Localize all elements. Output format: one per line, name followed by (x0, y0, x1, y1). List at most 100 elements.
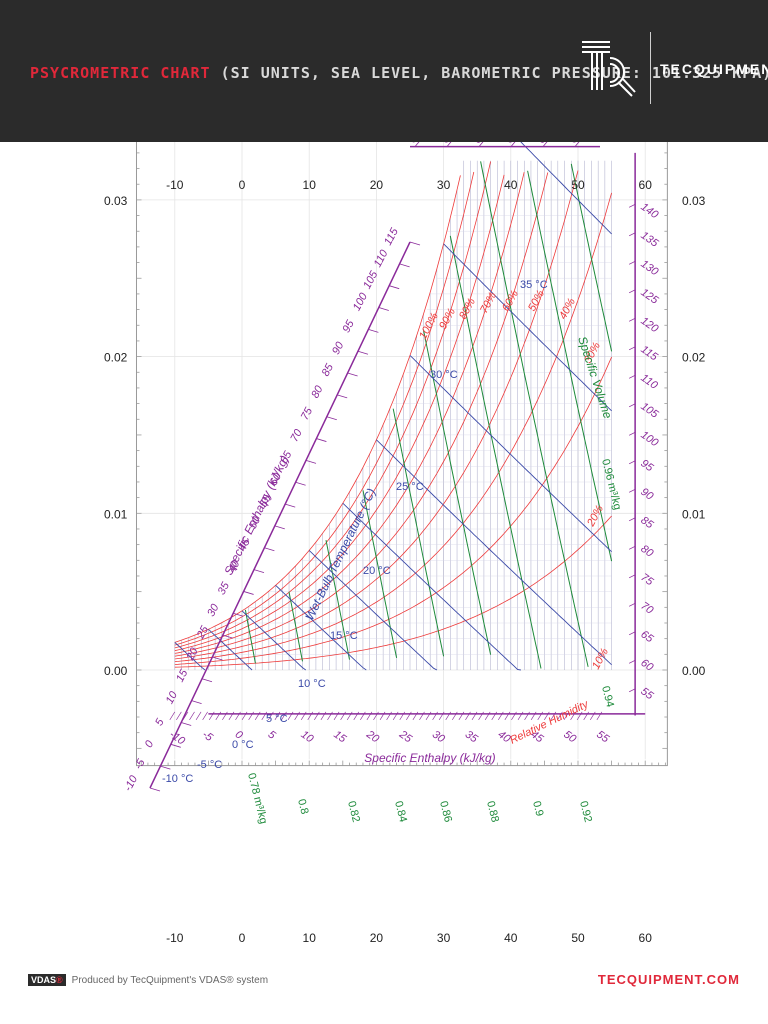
enthalpy-left-label: 10 (164, 689, 181, 706)
wet-bulb-line (376, 439, 612, 666)
enthalpy-tick (409, 241, 421, 246)
specific-volume-line (362, 490, 398, 659)
enthalpy-tick (438, 711, 445, 721)
rh-label: 10% (590, 646, 611, 671)
x-tick-label-top: 50 (571, 178, 585, 192)
rh-curve-60 (174, 172, 525, 654)
enthalpy-left-label: 90 (330, 339, 347, 356)
enthalpy-tick (452, 711, 458, 721)
specific-volume-label: 0.78 m³/kg (245, 772, 269, 825)
rh-curve-20 (174, 356, 612, 665)
enthalpy-right-label: 85 (638, 514, 656, 531)
enthalpy-tick (570, 711, 576, 721)
enthalpy-tick (337, 394, 348, 399)
enthalpy-tick (212, 656, 223, 661)
enthalpy-left-label: 75 (299, 405, 316, 422)
enthalpy-tick (201, 678, 213, 683)
enthalpy-bottom-label: 30 (430, 729, 448, 746)
wet-bulb-label: 25 °C (396, 481, 424, 493)
wet-bulb-label: -5 °C (197, 759, 222, 771)
y-tick-label-right: 0.01 (682, 507, 706, 521)
wet-bulb-lines (174, 142, 612, 671)
enthalpy-right-label: 100 (638, 429, 661, 450)
wet-bulb-label: 15 °C (330, 630, 358, 642)
x-tick-label-bottom: 20 (370, 931, 384, 945)
enthalpy-tick (628, 659, 636, 664)
enthalpy-tick (379, 711, 386, 721)
enthalpy-tick (149, 787, 161, 792)
wet-bulb-line (275, 584, 367, 671)
enthalpy-bottom-label: 10 (298, 729, 316, 746)
enthalpy-tick (285, 503, 296, 508)
wet-bulb-label: -10 °C (162, 773, 193, 785)
enthalpy-left-label: -5 (132, 757, 148, 772)
x-tick-label-top: 30 (437, 178, 451, 192)
enthalpy-left-title: Specific Enthalpy (kJ/kg) (221, 453, 291, 577)
enthalpy-bottom-label: 5 (266, 729, 279, 743)
enthalpy-tick (628, 545, 636, 550)
enthalpy-left-label: -10 (122, 773, 140, 793)
specific-volume-lines (244, 161, 613, 669)
enthalpy-tick (628, 260, 636, 265)
enthalpy-bottom-label: 55 (594, 729, 612, 746)
enthalpy-right-label: 60 (638, 657, 656, 674)
enthalpy-tick (274, 711, 281, 721)
enthalpy-tick (628, 460, 636, 465)
enthalpy-left-label: 70 (288, 427, 305, 444)
enthalpy-tick (628, 346, 636, 351)
x-tick-label-top: 40 (504, 178, 518, 192)
enthalpy-left-label: 95 (340, 318, 357, 335)
specific-volume-label: 0.9 (530, 800, 545, 818)
enthalpy-tick (491, 711, 498, 721)
enthalpy-tick (346, 711, 353, 721)
enthalpy-tick (253, 569, 265, 573)
enthalpy-tick (327, 711, 333, 721)
enthalpy-tick (300, 711, 307, 721)
specific-volume-label: 0.84 (392, 800, 409, 824)
y-tick-label-left: 0.00 (104, 664, 128, 678)
enthalpy-tick (333, 711, 340, 721)
enthalpy-right-label: 55 (638, 685, 656, 702)
enthalpy-bottom-label: 20 (363, 728, 381, 746)
wet-bulb-label: 20 °C (363, 565, 391, 577)
enthalpy-tick (596, 711, 603, 721)
tecquipment-logo-icon (582, 41, 636, 97)
y-tick-label-left: 0.02 (104, 351, 128, 365)
enthalpy-right-label: 130 (638, 258, 661, 279)
enthalpy-bottom-label: 50 (561, 729, 579, 746)
enthalpy-tick (373, 711, 379, 721)
wet-bulb-line (208, 628, 253, 671)
enthalpy-right-label: 135 (638, 229, 661, 250)
enthalpy-tick (392, 711, 399, 721)
enthalpy-tick (530, 711, 537, 721)
rh-curve-90 (174, 171, 475, 646)
website-link[interactable]: TECQUIPMENT.COM (597, 972, 740, 987)
y-tick-label-left: 0.01 (104, 507, 128, 521)
enthalpy-tick (287, 711, 294, 721)
x-tick-label-top: 0 (239, 178, 246, 192)
enthalpy-bottom-label: 15 (331, 729, 349, 746)
enthalpy-tick (628, 203, 636, 208)
y-tick-label-right: 0.03 (682, 194, 706, 208)
enthalpy-tick (222, 634, 233, 639)
enthalpy-left-label: 20 (184, 645, 201, 663)
enthalpy-tick (537, 711, 544, 721)
enthalpy-right-label: 90 (638, 486, 656, 503)
enthalpy-tick (181, 722, 192, 726)
enthalpy-tick (498, 711, 504, 721)
enthalpy-tick (557, 711, 563, 721)
enthalpy-tick (399, 263, 410, 268)
rh-label: 80% (457, 296, 478, 321)
page-title: PSYCROMETRIC CHART (SI UNITS, SEA LEVEL,… (30, 64, 768, 82)
enthalpy-tick (228, 711, 235, 721)
enthalpy-tick (425, 711, 432, 721)
enthalpy-tick (419, 711, 425, 721)
wet-bulb-label: 35 °C (520, 279, 548, 291)
title-main: PSYCROMETRIC CHART (30, 64, 211, 82)
enthalpy-tick (484, 711, 491, 721)
enthalpy-tick (628, 574, 636, 579)
enthalpy-right-label: 120 (638, 315, 661, 336)
enthalpy-tick (235, 711, 241, 721)
enthalpy-tick (268, 711, 274, 721)
